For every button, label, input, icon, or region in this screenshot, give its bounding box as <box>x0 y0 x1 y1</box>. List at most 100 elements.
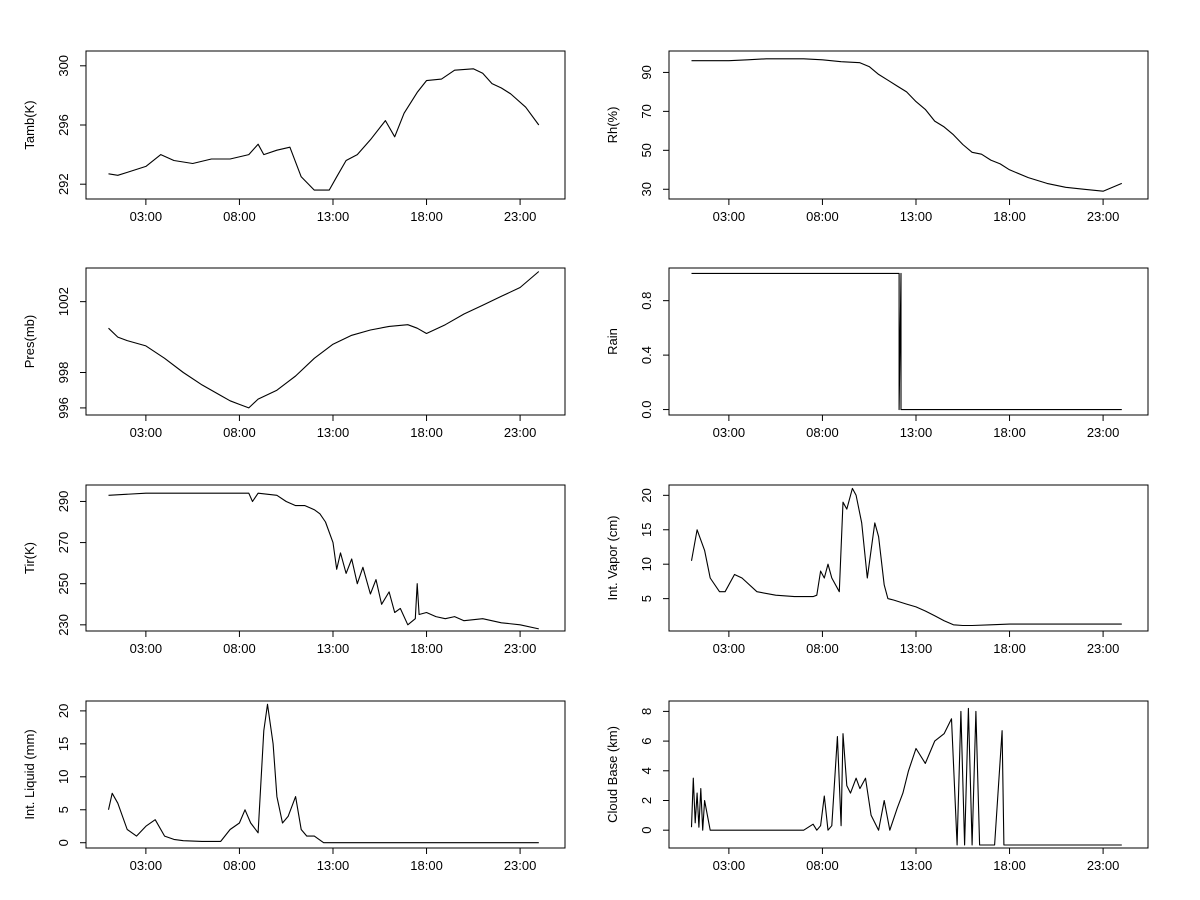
x-tick-label: 18:00 <box>993 641 1026 656</box>
y-tick-label: 0.8 <box>639 292 654 310</box>
y-axis-label: Tamb(K) <box>22 100 37 149</box>
x-tick-label: 23:00 <box>1087 641 1120 656</box>
x-tick-label: 18:00 <box>410 641 443 656</box>
series-line-int-vapor <box>690 487 1122 627</box>
y-tick-label: 5 <box>56 806 71 813</box>
panel-1: 03:00 08:00 13:00 18:00 23:00 292 296 300 Tamb(K… <box>22 50 566 224</box>
y-tick-label: 996 <box>56 397 71 419</box>
x-tick-label: 13:00 <box>900 209 933 224</box>
panel-2: 03:00 08:00 13:00 18:00 23:00 30 50 70 90 Rh(%) <box>605 50 1149 224</box>
y-tick-label: 20 <box>56 704 71 718</box>
x-tick-label: 23:00 <box>1087 209 1120 224</box>
panel-3: 03:00 08:00 13:00 18:00 23:00 996 998 1002 Pres(… <box>22 267 566 440</box>
y-tick-label: 5 <box>639 595 654 602</box>
x-tick-label: 03:00 <box>130 858 163 873</box>
y-axis-label: Tir(K) <box>22 542 37 574</box>
series-line-int-liquid <box>107 703 539 844</box>
y-tick-label: 300 <box>56 55 71 77</box>
x-tick-label: 08:00 <box>806 641 839 656</box>
x-tick-label: 03:00 <box>130 209 163 224</box>
panel-5: 03:00 08:00 13:00 18:00 23:00 230 250 270 290 Tir… <box>22 484 566 656</box>
y-tick-label: 292 <box>56 173 71 195</box>
series-line-rh <box>691 58 1123 192</box>
y-tick-label: 230 <box>56 614 71 636</box>
x-tick-label: 18:00 <box>410 858 443 873</box>
x-tick-label: 23:00 <box>504 858 537 873</box>
plot-frame <box>668 50 1149 200</box>
x-tick-label: 08:00 <box>223 858 256 873</box>
y-tick-label: 0.0 <box>639 401 654 419</box>
y-tick-label: 0 <box>639 827 654 834</box>
y-tick-label: 90 <box>639 65 654 79</box>
y-tick-label: 70 <box>639 104 654 118</box>
y-tick-label: 296 <box>56 114 71 136</box>
x-tick-label: 13:00 <box>900 641 933 656</box>
series-line-pres <box>108 271 540 409</box>
y-tick-label: 15 <box>639 523 654 537</box>
x-tick-label: 03:00 <box>713 641 746 656</box>
x-tick-label: 03:00 <box>130 641 163 656</box>
plot-frame <box>85 267 566 416</box>
y-tick-label: 0 <box>56 839 71 846</box>
y-tick-label: 20 <box>639 488 654 502</box>
y-tick-label: 8 <box>639 708 654 715</box>
x-tick-label: 13:00 <box>317 641 350 656</box>
x-tick-label: 03:00 <box>130 425 163 440</box>
plot-frame <box>85 484 566 632</box>
x-tick-label: 03:00 <box>713 209 746 224</box>
x-tick-label: 13:00 <box>900 858 933 873</box>
y-tick-label: 10 <box>56 770 71 784</box>
x-tick-label: 08:00 <box>223 209 256 224</box>
x-tick-label: 13:00 <box>317 209 350 224</box>
y-tick-label: 250 <box>56 573 71 595</box>
x-tick-label: 08:00 <box>806 425 839 440</box>
x-tick-label: 08:00 <box>806 858 839 873</box>
panel-7: 03:00 08:00 13:00 18:00 23:00 0 5 10 15 20 Int. Li… <box>22 700 566 873</box>
x-tick-label: 13:00 <box>900 425 933 440</box>
y-axis-label: Pres(mb) <box>22 315 37 368</box>
panel-6: 03:00 08:00 13:00 18:00 23:00 5 10 15 20 Int. Vap… <box>605 484 1149 656</box>
x-tick-label: 23:00 <box>504 641 537 656</box>
y-tick-label: 998 <box>56 362 71 384</box>
x-tick-label: 03:00 <box>713 425 746 440</box>
y-tick-label: 2 <box>639 797 654 804</box>
y-axis-label: Cloud Base (km) <box>605 726 620 823</box>
series-line-tamb <box>108 68 540 191</box>
x-tick-label: 23:00 <box>504 425 537 440</box>
y-tick-label: 4 <box>639 767 654 774</box>
y-tick-label: 0.4 <box>639 346 654 364</box>
series-line-tir <box>108 492 539 630</box>
y-tick-label: 10 <box>639 557 654 571</box>
y-tick-label: 30 <box>639 182 654 196</box>
x-tick-label: 18:00 <box>993 209 1026 224</box>
y-tick-label: 290 <box>56 491 71 513</box>
plot-frame <box>85 700 566 849</box>
x-tick-label: 18:00 <box>993 858 1026 873</box>
y-axis-label: Int. Liquid (mm) <box>22 729 37 819</box>
x-tick-label: 18:00 <box>993 425 1026 440</box>
y-tick-label: 1002 <box>56 287 71 316</box>
series-line-cloud-base <box>690 707 1122 846</box>
x-tick-label: 08:00 <box>223 425 256 440</box>
y-tick-label: 6 <box>639 737 654 744</box>
y-axis-label: Rain <box>605 328 620 355</box>
plot-frame <box>668 700 1149 849</box>
y-axis-label: Int. Vapor (cm) <box>605 515 620 600</box>
x-tick-label: 13:00 <box>317 425 350 440</box>
y-tick-label: 15 <box>56 737 71 751</box>
y-tick-label: 50 <box>639 143 654 157</box>
x-tick-label: 08:00 <box>806 209 839 224</box>
plot-frame <box>668 484 1149 632</box>
x-tick-label: 18:00 <box>410 425 443 440</box>
x-tick-label: 13:00 <box>317 858 350 873</box>
x-tick-label: 18:00 <box>410 209 443 224</box>
panel-8: 03:00 08:00 13:00 18:00 23:00 0 2 4 6 8 Cloud Base… <box>605 700 1149 873</box>
x-tick-label: 23:00 <box>1087 425 1120 440</box>
series-line-rain <box>691 272 1122 411</box>
y-axis-label: Rh(%) <box>605 107 620 144</box>
plot-frame <box>668 267 1149 416</box>
x-tick-label: 03:00 <box>713 858 746 873</box>
x-tick-label: 23:00 <box>1087 858 1120 873</box>
x-tick-label: 08:00 <box>223 641 256 656</box>
panel-4: 03:00 08:00 13:00 18:00 23:00 0.0 0.4 0.8 Rain <box>605 267 1149 440</box>
